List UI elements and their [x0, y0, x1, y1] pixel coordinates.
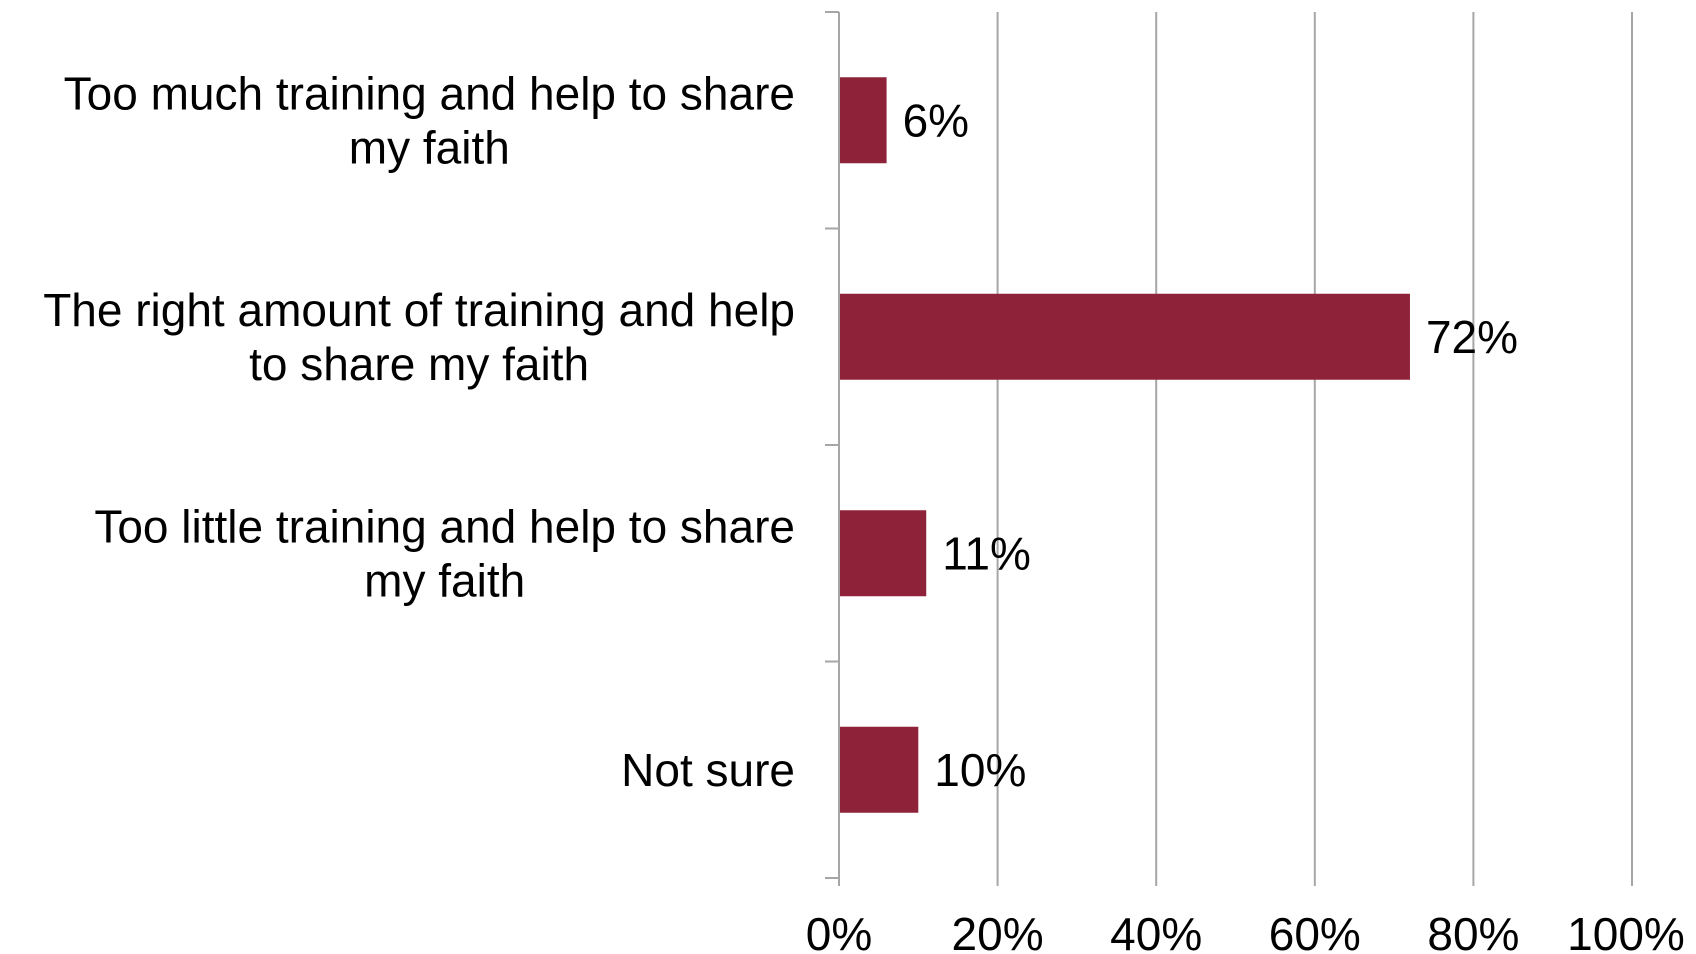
category-label-2: Too little training and help to share my …	[94, 500, 795, 606]
data-label-3: 10%	[934, 744, 1026, 796]
category-label-3: Not sure	[621, 744, 795, 796]
labels: 0% 20% 40% 60% 80% 100% 6% Too much training an…	[43, 67, 1685, 954]
bar-3	[839, 726, 919, 813]
bar-1	[839, 293, 1410, 380]
bar-2	[839, 510, 927, 597]
x-tick-label: 20%	[952, 908, 1044, 954]
x-tick-label: 100%	[1567, 908, 1685, 954]
bars	[839, 77, 1410, 813]
data-label-2: 11%	[942, 527, 1031, 579]
gridlines	[996, 12, 1633, 878]
axes	[825, 11, 1633, 886]
data-label-1: 72%	[1426, 311, 1518, 363]
data-label-0: 6%	[903, 94, 969, 146]
category-label-1: The right amount of training and help to …	[43, 284, 795, 390]
x-tick-label: 40%	[1110, 908, 1202, 954]
x-tick-label: 80%	[1427, 908, 1519, 954]
x-tick-label: 60%	[1269, 908, 1361, 954]
bar-0	[839, 77, 887, 164]
x-tick-label: 0%	[806, 908, 872, 954]
category-label-0: Too much training and help to share my fa…	[64, 67, 795, 173]
